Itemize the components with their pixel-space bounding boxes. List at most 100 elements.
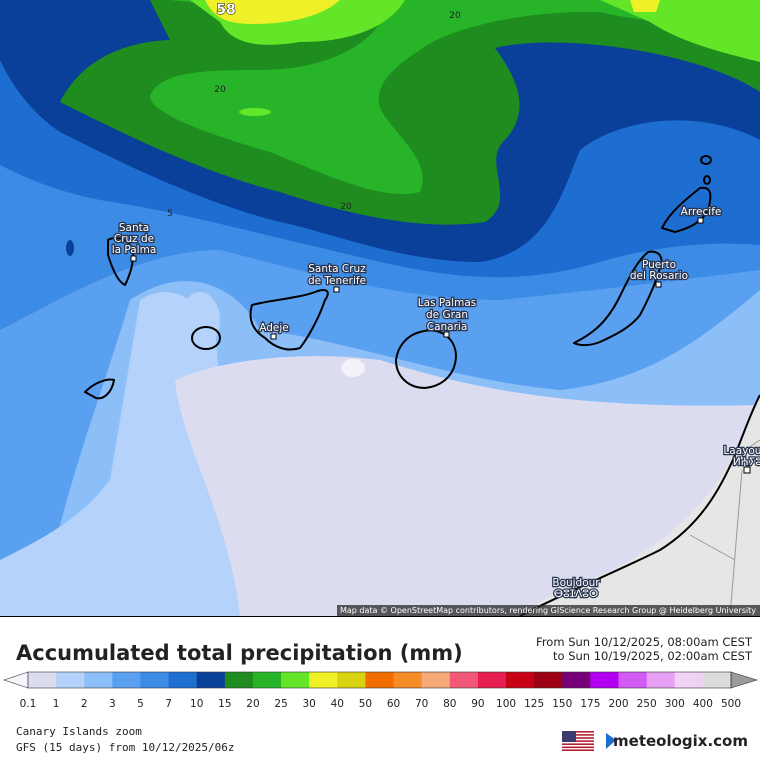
legend-frame xyxy=(27,671,732,689)
legend-label: 5 xyxy=(137,698,144,710)
field xyxy=(180,292,220,348)
legend-swatch xyxy=(168,672,198,688)
field xyxy=(60,0,760,225)
model-run: GFS (15 days) from 10/12/2025/06z xyxy=(16,741,235,754)
legend-label: 25 xyxy=(274,698,287,710)
legend-swatch xyxy=(393,672,423,688)
legend-swatch xyxy=(28,672,57,688)
field xyxy=(175,356,760,616)
legend-label: 3 xyxy=(109,698,116,710)
city-label: Las Palmas de Gran Canaria xyxy=(418,297,476,333)
city-label: Boujdour ⴱⵓⵊⴷⵓⵔ xyxy=(552,577,600,600)
field xyxy=(66,240,74,256)
legend-swatch xyxy=(252,672,282,688)
island xyxy=(107,237,135,286)
brand: meteologix.com xyxy=(613,732,748,750)
legend-label: 250 xyxy=(637,698,657,710)
contour-label: 20 xyxy=(449,11,461,21)
field xyxy=(0,291,240,616)
logo-icon xyxy=(606,733,616,749)
legend-label: 300 xyxy=(665,698,685,710)
city-marker xyxy=(270,333,277,340)
legend-swatch xyxy=(534,672,563,688)
legend-label: 175 xyxy=(580,698,600,710)
land xyxy=(520,395,760,616)
legend-swatch xyxy=(449,672,479,688)
legend-label: 125 xyxy=(524,698,544,710)
island xyxy=(84,378,115,400)
legend-label: 2 xyxy=(81,698,88,710)
city-label: Adeje xyxy=(259,322,289,334)
legend-swatch xyxy=(112,672,141,688)
legend-label: 7 xyxy=(165,698,172,710)
legend-swatch xyxy=(140,672,170,688)
city-marker xyxy=(333,286,340,293)
city-label: Arrecife xyxy=(681,206,722,218)
legend-label: 80 xyxy=(443,698,456,710)
legend-label: 10 xyxy=(190,698,203,710)
field xyxy=(150,0,740,194)
legend-swatch xyxy=(365,672,395,688)
legend-label: 500 xyxy=(721,698,741,710)
field xyxy=(630,0,660,12)
legend-label: 20 xyxy=(246,698,259,710)
legend-label: 1 xyxy=(53,698,60,710)
title: Accumulated total precipitation (mm) xyxy=(16,641,463,665)
legend-swatch xyxy=(84,672,113,688)
legend-swatch xyxy=(562,672,591,688)
field xyxy=(341,359,365,377)
city-marker xyxy=(130,255,137,262)
city-marker xyxy=(655,281,662,288)
city-label: Santa Cruz de la Palma xyxy=(112,222,157,256)
legend-swatch xyxy=(309,672,338,688)
legend-under xyxy=(3,671,29,689)
legend-swatch xyxy=(196,672,226,688)
coastline xyxy=(519,394,760,616)
city-label: Laayouneⵍⵄⵢⵓⵏ xyxy=(723,445,760,468)
island xyxy=(703,175,711,185)
legend-swatch xyxy=(618,672,648,688)
legend-label: 70 xyxy=(415,698,428,710)
legend-label: 200 xyxy=(608,698,628,710)
island xyxy=(191,326,221,350)
legend-swatch xyxy=(224,672,254,688)
legend-swatch xyxy=(646,672,676,688)
legend-label: 50 xyxy=(359,698,372,710)
legend-swatch xyxy=(590,672,620,688)
city-label: Santa Cruz de Tenerife xyxy=(308,263,366,287)
valid-to: to Sun 10/19/2025, 02:00am CEST xyxy=(553,649,753,663)
island xyxy=(395,329,457,389)
legend-swatch xyxy=(281,672,310,688)
field xyxy=(205,0,340,24)
contour-label: 20 xyxy=(340,202,352,212)
legend: 0.1 1 2 3 5 7 10 15 20 25 30 40 50 60 70 80 90 100 125 150 1… xyxy=(3,671,759,710)
contour-label: 5 xyxy=(167,209,173,219)
legend-label: 0.1 xyxy=(20,698,37,710)
legend-swatch xyxy=(506,672,535,688)
legend-swatch xyxy=(702,672,732,688)
attribution-box xyxy=(337,605,760,616)
legend-swatch xyxy=(421,672,451,688)
legend-over xyxy=(730,671,759,689)
legend-label: 100 xyxy=(496,698,516,710)
map: 58 20 20 20 5 Santa Cruz de la Palma Santa… xyxy=(0,0,760,616)
legend-label: 40 xyxy=(331,698,344,710)
flag xyxy=(562,731,594,751)
legend-label: 15 xyxy=(218,698,231,710)
legend-label: 60 xyxy=(387,698,400,710)
city-marker xyxy=(743,466,751,474)
island xyxy=(249,289,329,351)
region: Canary Islands zoom xyxy=(16,725,142,738)
field xyxy=(239,108,271,116)
city-marker xyxy=(697,217,704,224)
legend-swatch xyxy=(56,672,85,688)
city-labels: Santa Cruz de la Palma Santa Cruz de Teneri… xyxy=(110,205,760,602)
attribution: Map data © OpenStreetMap contributors, r… xyxy=(340,606,756,615)
contour-label: 20 xyxy=(214,85,226,95)
island xyxy=(661,186,712,233)
field xyxy=(600,0,760,62)
legend-swatch xyxy=(674,672,704,688)
legend-label: 400 xyxy=(693,698,713,710)
